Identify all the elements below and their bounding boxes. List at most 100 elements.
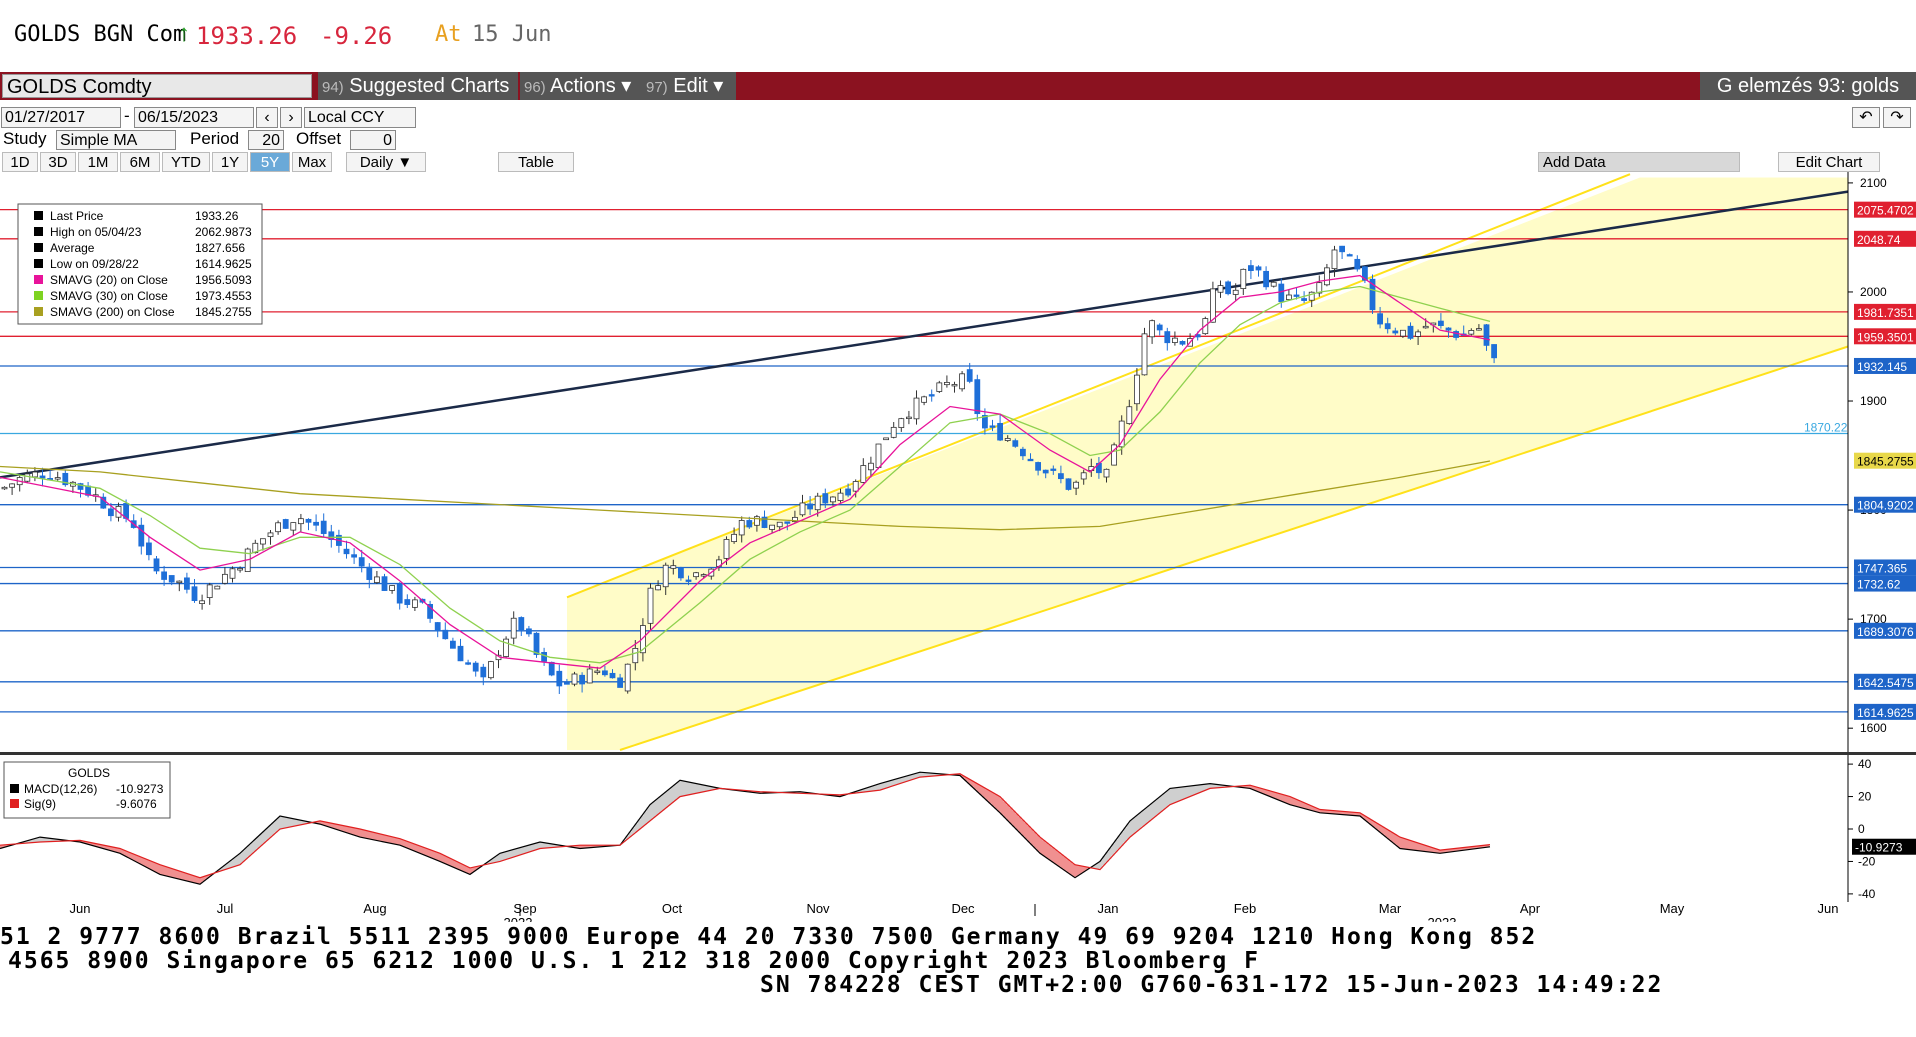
level-label-1: 2048.74 — [1857, 233, 1901, 247]
candle-body — [214, 585, 221, 590]
candle-body — [799, 502, 806, 516]
period-label: Period — [190, 129, 240, 148]
range-button-5y[interactable]: 5Y — [250, 152, 290, 172]
range-button-3d[interactable]: 3D — [40, 152, 76, 172]
edit-chart-button[interactable]: Edit Chart — [1778, 152, 1880, 172]
candle-body — [761, 516, 768, 528]
x-label-7: Jan — [1098, 901, 1119, 916]
candle-body — [966, 369, 973, 382]
table-button[interactable]: Table — [498, 152, 574, 172]
candle-body — [670, 565, 677, 569]
candle-body — [1324, 267, 1330, 286]
candle-body — [685, 579, 692, 582]
candle-body — [632, 648, 639, 664]
macd-swatch-0 — [10, 784, 19, 793]
candle-body — [108, 508, 114, 517]
candle-body — [1042, 469, 1049, 474]
legend-box — [17, 203, 263, 325]
range-button-1y[interactable]: 1Y — [212, 152, 248, 172]
period-input[interactable]: 20 — [248, 130, 284, 150]
candle-body — [890, 426, 897, 438]
candle-body — [161, 571, 168, 580]
candle-body — [731, 533, 737, 543]
undo-icon[interactable]: ↶ — [1852, 107, 1880, 128]
legend-label-3: Low on 09/28/22 — [50, 257, 139, 271]
candle-body — [1027, 458, 1034, 462]
candle-body — [860, 465, 867, 483]
macd-tick-label--20: -20 — [1858, 854, 1876, 868]
candle-body — [1400, 329, 1406, 337]
actions-menu[interactable]: 96) Actions ▾ — [520, 72, 642, 100]
range-button-1m[interactable]: 1M — [78, 152, 118, 172]
edit-menu[interactable]: 97) Edit ▾ — [642, 72, 736, 100]
frequency-select[interactable]: Daily ▼ — [346, 152, 426, 172]
up-arrow-icon: ↑ — [178, 20, 190, 47]
candle-body — [351, 554, 358, 558]
candle-body — [168, 575, 175, 583]
candle-body — [754, 516, 760, 526]
level-label-12: 1614.9625 — [1857, 706, 1914, 720]
security-input[interactable]: GOLDS Comdty — [2, 74, 312, 98]
legend-swatch-6 — [34, 307, 43, 316]
candle-body — [807, 503, 813, 510]
candle-body — [138, 524, 145, 547]
candle-body — [936, 382, 943, 392]
candle-body — [1073, 481, 1079, 489]
candle-body — [921, 396, 927, 403]
candle-body — [1240, 268, 1247, 290]
candle-body — [1004, 438, 1011, 441]
candle-body — [989, 425, 996, 428]
macd-legend-title: GOLDS — [68, 766, 110, 780]
candle-body — [1331, 249, 1338, 270]
level-label-7: 1804.9202 — [1857, 499, 1914, 513]
currency-select[interactable]: Local CCY — [304, 107, 416, 128]
level-badge — [1854, 230, 1916, 247]
candle-body — [320, 520, 327, 534]
level-label-5: 1870.22 — [1804, 420, 1848, 434]
candle-body — [1058, 473, 1064, 480]
candle-body — [1354, 258, 1361, 270]
candle-body — [9, 483, 16, 488]
range-button-max[interactable]: Max — [292, 152, 332, 172]
study-select[interactable]: Simple MA — [56, 130, 176, 150]
x-label-2: Aug — [363, 901, 386, 916]
candle-body — [1232, 289, 1239, 295]
legend-value-4: 1956.5093 — [195, 273, 252, 287]
range-button-1d[interactable]: 1D — [2, 152, 38, 172]
offset-input[interactable]: 0 — [350, 130, 396, 150]
last-price: 1933.26 — [196, 22, 298, 50]
year-label-1: 2023 — [1428, 915, 1457, 922]
suggested-charts-button[interactable]: 94) Suggested Charts — [318, 72, 518, 100]
ticker-tape: 51 2 9777 8600 Brazil 5511 2395 9000 Eur… — [0, 924, 1916, 1034]
candle-body — [267, 532, 274, 538]
x-label-6: Dec — [951, 901, 975, 916]
candle-body — [1445, 327, 1452, 331]
add-data-input[interactable]: Add Data — [1538, 152, 1740, 172]
candle-body — [373, 576, 380, 583]
range-button-6m[interactable]: 6M — [120, 152, 160, 172]
legend-swatch-4 — [34, 275, 43, 284]
analysis-label[interactable]: G elemzés 93: golds — [1700, 72, 1916, 100]
candle-body — [259, 538, 266, 545]
candle-body — [913, 397, 920, 420]
candle-body — [1050, 468, 1057, 471]
quote-header: GOLDS BGN Com ↑ 1933.26 -9.26 At 15 Jun — [0, 0, 1916, 70]
macd-line — [0, 771, 1491, 885]
candle-body — [776, 521, 783, 528]
legend-value-0: 1933.26 — [195, 209, 239, 223]
next-period-button[interactable]: › — [280, 107, 302, 128]
redo-icon[interactable]: ↷ — [1883, 107, 1911, 128]
y-tick-label-2000: 2000 — [1860, 285, 1887, 299]
candle-body — [343, 548, 350, 555]
candle-body — [358, 557, 365, 567]
start-date-input[interactable]: 01/27/2017 — [1, 107, 121, 128]
x-label-4: Oct — [662, 901, 683, 916]
legend-value-6: 1845.2755 — [195, 305, 252, 319]
prev-period-button[interactable]: ‹ — [256, 107, 278, 128]
range-button-ytd[interactable]: YTD — [162, 152, 210, 172]
candle-body — [1126, 406, 1133, 424]
candle-body — [1134, 374, 1140, 405]
end-date-input[interactable]: 06/15/2023 — [134, 107, 254, 128]
candle-body — [328, 531, 335, 541]
candle-body — [442, 629, 449, 640]
